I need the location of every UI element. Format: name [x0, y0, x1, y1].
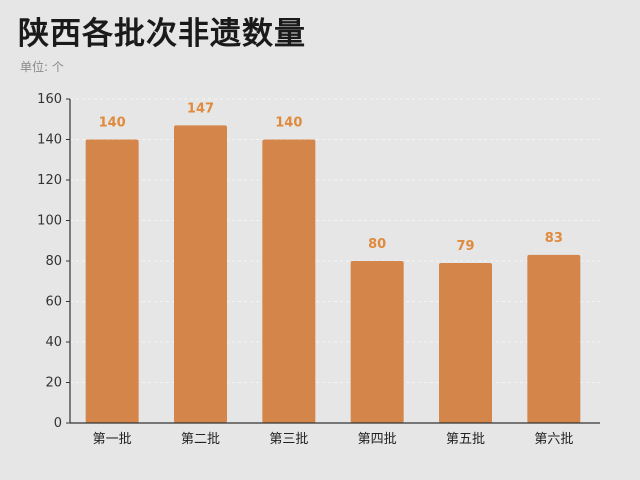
x-tick-label-1: 第一批 — [93, 432, 132, 447]
labels: 0 20 40 60 80 100 120 140 160 140 第一批 147 第二批 140 第三批 8… — [37, 92, 573, 447]
data-label-4: 80 — [368, 237, 386, 252]
data-label-1: 140 — [99, 116, 126, 131]
y-tick-label: 160 — [37, 92, 62, 107]
x-tick-label-3: 第三批 — [269, 432, 308, 447]
y-tick-label: 100 — [37, 214, 62, 229]
x-tick-label-6: 第六批 — [534, 432, 573, 447]
bar-4 — [350, 261, 404, 423]
x-tick-label-4: 第四批 — [358, 432, 397, 447]
unit-label: 单位: 个 — [20, 60, 64, 74]
y-tick-label: 20 — [45, 376, 62, 391]
axes — [66, 98, 600, 424]
data-label-6: 83 — [545, 231, 563, 246]
bar-5 — [439, 263, 492, 423]
bar-6 — [527, 254, 581, 423]
y-tick-label: 140 — [37, 133, 62, 148]
x-tick-label-5: 第五批 — [446, 432, 485, 447]
grid-lines — [70, 98, 600, 383]
bar-1 — [85, 139, 139, 423]
chart-title: 陕西各批次非遗数量 — [18, 16, 306, 52]
bars — [85, 125, 581, 423]
data-label-5: 79 — [456, 239, 474, 254]
y-tick-label: 80 — [45, 254, 62, 269]
y-tick-label: 120 — [37, 173, 62, 188]
data-label-3: 140 — [275, 116, 302, 131]
x-tick-label-2: 第二批 — [181, 432, 220, 447]
y-tick-label: 0 — [54, 416, 62, 431]
bar-2 — [174, 125, 227, 423]
y-tick-label: 40 — [45, 335, 62, 350]
bar-3 — [262, 139, 316, 423]
data-label-2: 147 — [187, 101, 214, 116]
y-tick-label: 60 — [45, 295, 62, 310]
